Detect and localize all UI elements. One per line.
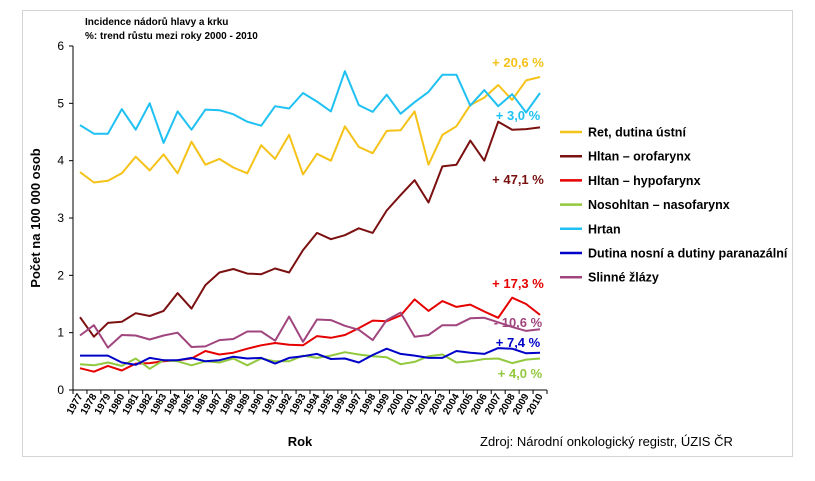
- legend-label-6: Slinné žlázy: [588, 271, 659, 285]
- y-tick-label: 1: [57, 326, 64, 340]
- y-tick-label: 3: [57, 211, 64, 225]
- series-line-1: [79, 120, 541, 338]
- chart-title: Incidence nádorů hlavy a krku: [85, 17, 229, 28]
- y-axis-label: Počet na 100 000 osob: [28, 148, 43, 288]
- series-annotation-4: + 3,0 %: [496, 108, 541, 123]
- y-tick-label: 0: [57, 383, 64, 397]
- legend-label-5: Dutina nosní a dutiny paranazální: [588, 247, 788, 261]
- series-line-4: [79, 70, 541, 144]
- series-line-5: [80, 347, 541, 366]
- series-annotation-1: + 47,1 %: [492, 172, 544, 187]
- y-tick-label: 6: [57, 39, 64, 53]
- y-tick-label: 5: [57, 96, 64, 110]
- series-annotation-5: + 7,4 %: [496, 335, 541, 350]
- series-line-3: [79, 351, 541, 370]
- legend-label-2: Hltan – hypofarynx: [588, 174, 701, 188]
- series-annotation-6: - 10,6 %: [494, 315, 543, 330]
- legend-label-4: Hrtan: [588, 222, 621, 236]
- series-line-0: [79, 76, 541, 184]
- y-tick-label: 4: [57, 154, 64, 168]
- chart-subtitle: %: trend růstu mezi roky 2000 - 2010: [85, 31, 258, 42]
- legend-label-0: Ret, dutina ústní: [588, 126, 686, 140]
- series-annotation-3: + 4,0 %: [498, 366, 543, 381]
- series-line-6: [79, 311, 541, 349]
- legend-label-1: Hltan – orofarynx: [588, 150, 691, 164]
- series-line-2: [79, 296, 541, 373]
- x-tick-label: 2010: [525, 392, 546, 417]
- legend-label-3: Nosohltan – nasofarynx: [588, 198, 730, 212]
- series-annotation-2: + 17,3 %: [492, 276, 544, 291]
- series-annotation-0: + 20,6 %: [492, 55, 544, 70]
- source-note: Zdroj: Národní onkologický registr, ÚZIS…: [480, 434, 733, 449]
- x-axis-label: Rok: [288, 434, 313, 449]
- y-tick-label: 2: [57, 268, 64, 282]
- chart-frame: [22, 10, 793, 457]
